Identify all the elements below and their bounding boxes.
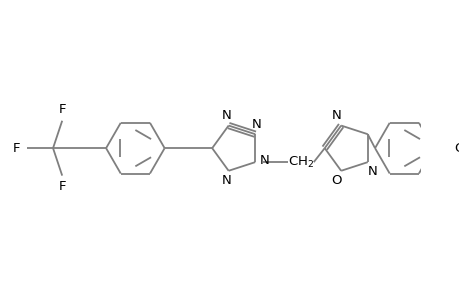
- Text: N: N: [259, 154, 269, 167]
- Text: CH$_2$: CH$_2$: [287, 154, 313, 170]
- Text: F: F: [58, 103, 66, 116]
- Text: O: O: [330, 174, 341, 187]
- Text: N: N: [252, 118, 261, 130]
- Text: F: F: [13, 142, 20, 155]
- Text: Cl: Cl: [453, 142, 459, 155]
- Text: F: F: [58, 180, 66, 193]
- Text: N: N: [221, 109, 231, 122]
- Text: N: N: [221, 174, 231, 187]
- Text: N: N: [331, 109, 341, 122]
- Text: N: N: [367, 165, 376, 178]
